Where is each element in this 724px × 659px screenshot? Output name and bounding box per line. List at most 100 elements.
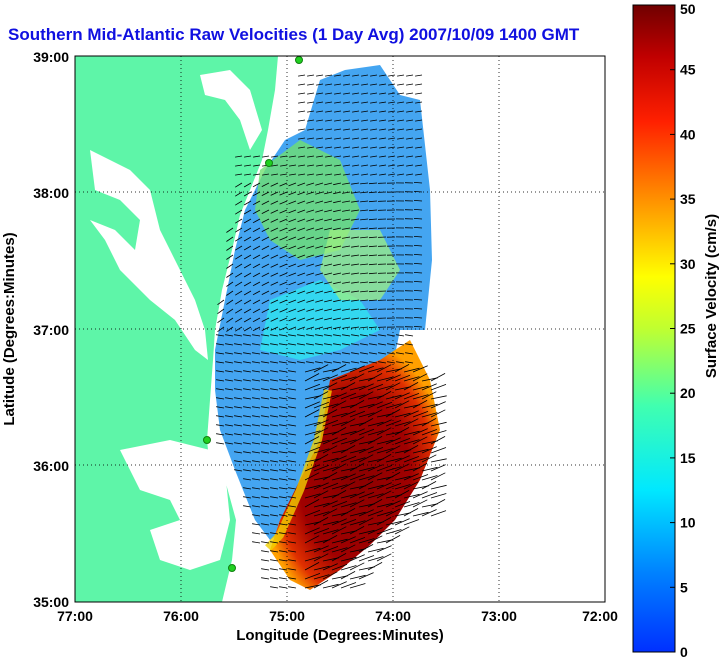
velocity-vector [322,368,339,373]
velocity-vector [360,254,369,257]
velocity-vector [261,541,270,544]
velocity-vector [297,272,306,277]
velocity-vector [234,361,243,364]
velocity-vector [334,128,342,131]
velocity-vector [288,514,297,517]
velocity-vector [360,281,369,284]
velocity-vector [244,173,252,176]
velocity-vector [421,440,438,445]
velocity-vector [313,580,329,589]
velocity-vector [216,334,225,337]
velocity-vector [342,326,351,329]
velocity-vector [315,334,324,337]
velocity-vector [388,173,396,176]
velocity-vector [298,119,306,122]
velocity-vector [397,128,405,131]
velocity-vector [313,511,330,517]
velocity-vector [351,236,360,239]
velocity-vector [361,83,369,86]
velocity-vector [358,383,374,391]
velocity-vector [358,492,375,499]
velocity-vector [403,382,419,391]
velocity-vector [403,508,419,517]
velocity-vector [313,517,329,526]
x-axis-label: Longitude (Degrees:Minutes) [236,627,444,644]
velocity-vector [325,146,333,149]
velocity-vector [313,539,330,544]
velocity-vector [270,415,279,418]
velocity-vector [412,511,429,517]
velocity-vector [342,343,351,346]
velocity-vector [216,397,225,400]
velocity-vector [376,553,392,562]
velocity-vector [270,532,279,535]
velocity-vector [394,392,410,400]
velocity-vector [325,173,333,176]
velocity-vector [406,101,414,104]
velocity-vector [288,424,297,427]
velocity-vector [288,433,297,436]
velocity-vector [306,191,315,195]
velocity-vector [349,436,365,445]
velocity-vector [333,326,342,330]
velocity-vector [331,412,348,418]
velocity-vector [288,308,297,313]
velocity-vector [279,236,288,241]
velocity-vector [243,370,252,373]
velocity-vector [307,137,315,140]
velocity-vector [315,308,324,312]
velocity-vector [316,119,324,122]
velocity-vector [243,308,252,314]
velocity-vector [226,290,234,296]
velocity-vector [297,227,306,232]
velocity-vector [270,559,279,562]
velocity-vector [397,92,405,95]
velocity-vector [370,173,378,176]
velocity-vector [325,110,333,113]
velocity-vector [413,227,423,229]
velocity-vector [261,334,270,337]
velocity-vector [368,236,378,239]
velocity-vector [325,164,333,167]
velocity-vector [252,236,261,242]
velocity-vector [387,334,396,337]
velocity-vector [279,523,288,526]
velocity-vector [430,436,446,445]
velocity-vector [340,571,356,580]
velocity-vector [351,200,360,203]
velocity-vector [315,191,324,195]
velocity-vector [324,334,333,337]
velocity-vector [360,290,369,293]
velocity-vector [304,493,321,499]
velocity-vector [378,361,387,364]
velocity-vector [331,364,347,373]
velocity-vector [315,245,324,249]
velocity-vector [243,487,252,490]
velocity-vector [252,290,261,296]
velocity-vector [307,83,315,86]
velocity-vector [270,317,279,322]
velocity-vector [234,272,243,278]
velocity-vector [340,439,357,445]
velocity-vector [217,308,225,315]
velocity-vector [352,101,360,104]
velocity-vector [313,574,330,580]
velocity-vector [351,290,360,293]
velocity-vector [225,442,234,445]
velocity-vector [304,556,321,562]
velocity-vector [270,442,279,445]
velocity-vector [304,562,320,571]
velocity-vector [261,200,270,205]
velocity-vector [270,469,279,472]
velocity-vector [270,406,279,409]
velocity-vector [369,334,378,337]
velocity-vector [378,343,387,346]
velocity-vector [297,317,306,322]
velocity-vector [288,460,297,463]
velocity-vector [340,467,357,472]
velocity-vector [279,370,288,373]
velocity-vector [340,473,356,481]
velocity-vector [342,299,351,302]
velocity-vector [415,164,423,167]
velocity-vector [403,404,420,409]
